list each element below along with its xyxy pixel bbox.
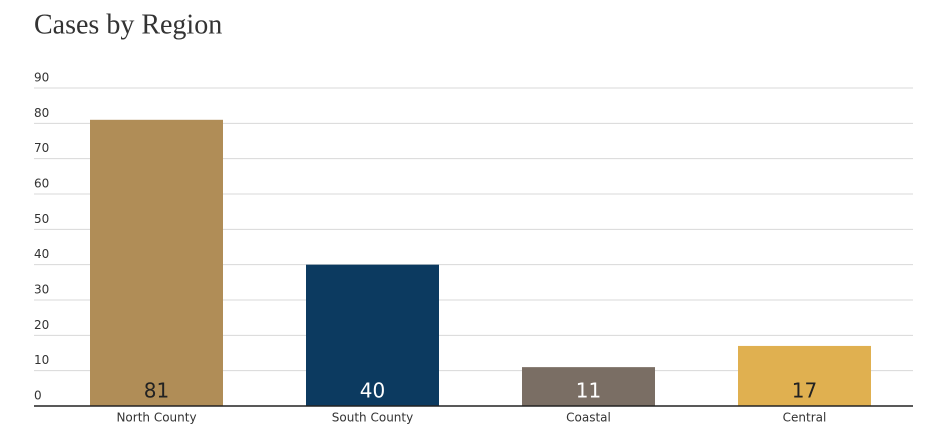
bar bbox=[306, 264, 439, 406]
y-tick-label: 40 bbox=[34, 247, 49, 261]
x-tick-label: Coastal bbox=[566, 411, 611, 425]
value-label: 11 bbox=[576, 379, 601, 403]
y-tick-label: 80 bbox=[34, 106, 49, 120]
x-tick-label: North County bbox=[116, 411, 196, 425]
x-tick-label: Central bbox=[783, 411, 827, 425]
value-label: 40 bbox=[360, 379, 385, 403]
bar bbox=[738, 345, 871, 406]
y-tick-label: 50 bbox=[34, 212, 49, 226]
value-label: 81 bbox=[144, 379, 169, 403]
bar bbox=[90, 119, 223, 407]
value-label: 17 bbox=[792, 379, 817, 403]
y-tick-label: 30 bbox=[34, 283, 49, 297]
bar bbox=[522, 367, 655, 406]
y-tick-label: 0 bbox=[34, 389, 42, 403]
chart-title: Cases by Region bbox=[34, 9, 222, 40]
x-tick-label: South County bbox=[332, 411, 413, 425]
y-tick-label: 90 bbox=[34, 71, 49, 85]
y-tick-label: 70 bbox=[34, 141, 49, 155]
y-tick-label: 10 bbox=[34, 353, 49, 367]
y-tick-label: 60 bbox=[34, 177, 49, 191]
y-tick-label: 20 bbox=[34, 318, 49, 332]
